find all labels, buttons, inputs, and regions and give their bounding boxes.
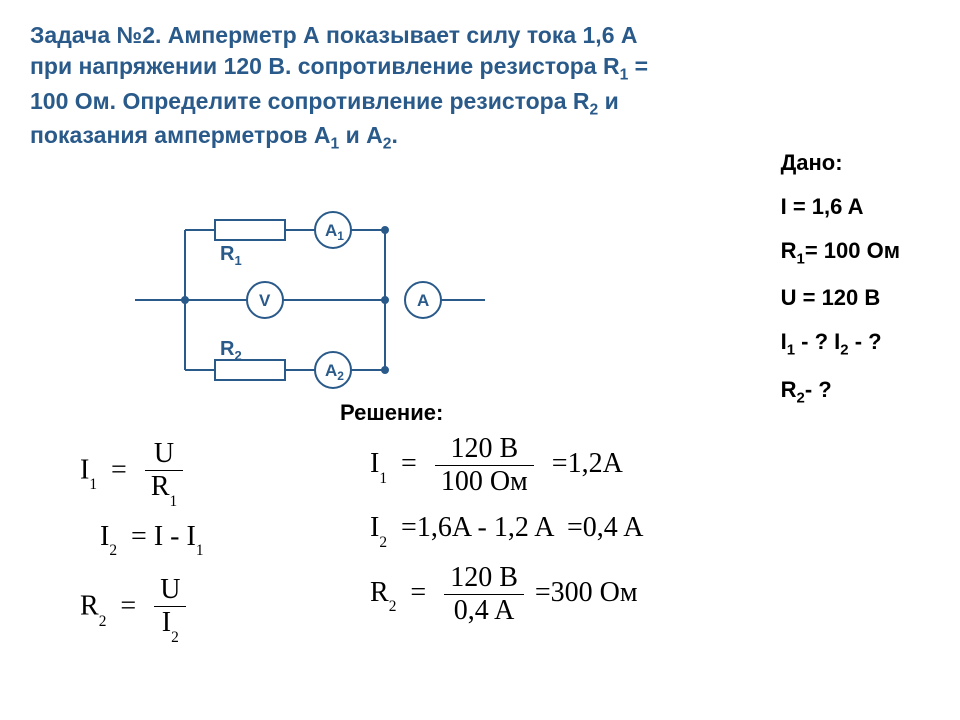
problem-statement: Задача №2. Амперметр А показывает силу т… [30, 20, 930, 155]
sub-a1: 1 [331, 136, 340, 153]
cr2-res: 300 Ом [551, 577, 638, 608]
r2f-top: U [154, 574, 186, 607]
sub-r1: 1 [620, 67, 629, 84]
ci2-expr: 1,6A - 1,2 A [417, 512, 553, 543]
find-r2: R [781, 377, 797, 402]
formulas-symbolic: I1 = U R1 I2 = I - I1 R2 = U I2 [80, 438, 204, 657]
eq-i1: I1 = U R1 [80, 438, 204, 507]
circuit-svg: R1 R2 A1 A2 V A [135, 210, 485, 390]
circuit-diagram: R1 R2 A1 A2 V A [135, 210, 485, 390]
eq-r2: R2 = U I2 [80, 574, 204, 643]
find-i2-sub: 2 [840, 342, 848, 359]
find-r2-sub: 2 [797, 389, 805, 406]
cr2-sym: R [370, 577, 389, 608]
given-u: U = 120 В [781, 285, 900, 311]
ci2-sym: I [370, 512, 379, 543]
eq-i2: I2 = I - I1 [100, 521, 204, 557]
sub-r2: 2 [590, 101, 599, 118]
i2-rhs: I - I [154, 521, 196, 552]
r2f-bot-sym: I [162, 607, 171, 638]
i1-bot: R1 [145, 471, 183, 507]
i2-sub: 2 [109, 542, 117, 559]
i2-sym: I [100, 521, 109, 552]
find-mid: - ? I [795, 329, 840, 354]
ci2-res: 0,4 A [583, 512, 644, 543]
r1-label: R1 [220, 243, 242, 268]
i1-bot-sym: R [151, 471, 170, 502]
given-block: Дано: I = 1,6 A R1= 100 Ом U = 120 В I1 … [781, 150, 900, 424]
i1-sym: I [80, 455, 89, 486]
a1-meter: A1 [325, 221, 344, 243]
line3-end: и [598, 88, 619, 114]
line4-end: . [391, 122, 397, 148]
line4-mid: и А [339, 122, 383, 148]
ci1-bot: 100 Ом [435, 466, 534, 498]
ci1-res: 1,2A [568, 448, 623, 479]
line2-end: = [628, 53, 648, 79]
given-r1-val: = 100 Ом [805, 238, 900, 263]
ci2-sub: 2 [379, 534, 387, 551]
given-title: Дано: [781, 150, 900, 176]
problem-line2: при напряжении 120 В. сопротивление рези… [30, 53, 620, 79]
given-r1-sym: R [781, 238, 797, 263]
given-r1: R1= 100 Ом [781, 238, 900, 267]
i1-bot-sub: 1 [170, 493, 178, 510]
r2f-sym: R [80, 591, 99, 622]
given-r1-sub: 1 [797, 250, 805, 267]
problem-line1: Задача №2. Амперметр А показывает силу т… [30, 22, 638, 48]
ci1-sub: 1 [379, 470, 387, 487]
given-i: I = 1,6 A [781, 194, 900, 220]
find2-end: - ? [805, 377, 832, 402]
v-meter: V [259, 291, 271, 310]
i1-top: U [145, 438, 183, 471]
ci1-top: 120 В [435, 433, 534, 466]
i1-sub: 1 [89, 476, 97, 493]
find-i1-sub: 1 [787, 342, 795, 359]
find1-end: - ? [849, 329, 882, 354]
calc-i1: I1 = 120 В 100 Ом =1,2A [370, 433, 643, 498]
i2-rhs-sub: 1 [196, 542, 204, 559]
cr2-top: 120 В [444, 562, 524, 595]
r2-label: R2 [220, 338, 242, 363]
a2-meter: A2 [325, 361, 344, 383]
solution-label: Решение: [340, 400, 443, 426]
given-find1: I1 - ? I2 - ? [781, 329, 900, 358]
cr2-bot: 0,4 A [444, 595, 524, 627]
given-find2: R2- ? [781, 377, 900, 406]
r2f-bot-sub: 2 [171, 629, 179, 646]
r2f-sub: 2 [99, 613, 107, 630]
r2f-bot: I2 [154, 607, 186, 643]
cr2-sub: 2 [389, 598, 397, 615]
calc-i2: I2 =1,6A - 1,2 A =0,4 A [370, 512, 643, 548]
ci1-sym: I [370, 448, 379, 479]
problem-line3: 100 Ом. Определите сопротивление резисто… [30, 88, 590, 114]
a-meter: A [417, 291, 429, 310]
problem-line4: показания амперметров А [30, 122, 331, 148]
formulas-numeric: I1 = 120 В 100 Ом =1,2A I2 =1,6A - 1,2 A… [370, 433, 643, 641]
calc-r2: R2 = 120 В 0,4 A =300 Ом [370, 562, 643, 627]
